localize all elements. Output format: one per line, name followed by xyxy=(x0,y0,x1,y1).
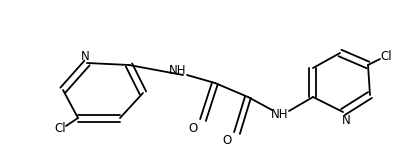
Text: O: O xyxy=(222,134,231,148)
Text: N: N xyxy=(81,51,89,64)
Text: NH: NH xyxy=(169,64,186,78)
Text: N: N xyxy=(341,113,350,127)
Text: Cl: Cl xyxy=(379,51,391,64)
Text: NH: NH xyxy=(271,109,288,122)
Text: Cl: Cl xyxy=(54,122,66,134)
Text: O: O xyxy=(188,122,197,134)
